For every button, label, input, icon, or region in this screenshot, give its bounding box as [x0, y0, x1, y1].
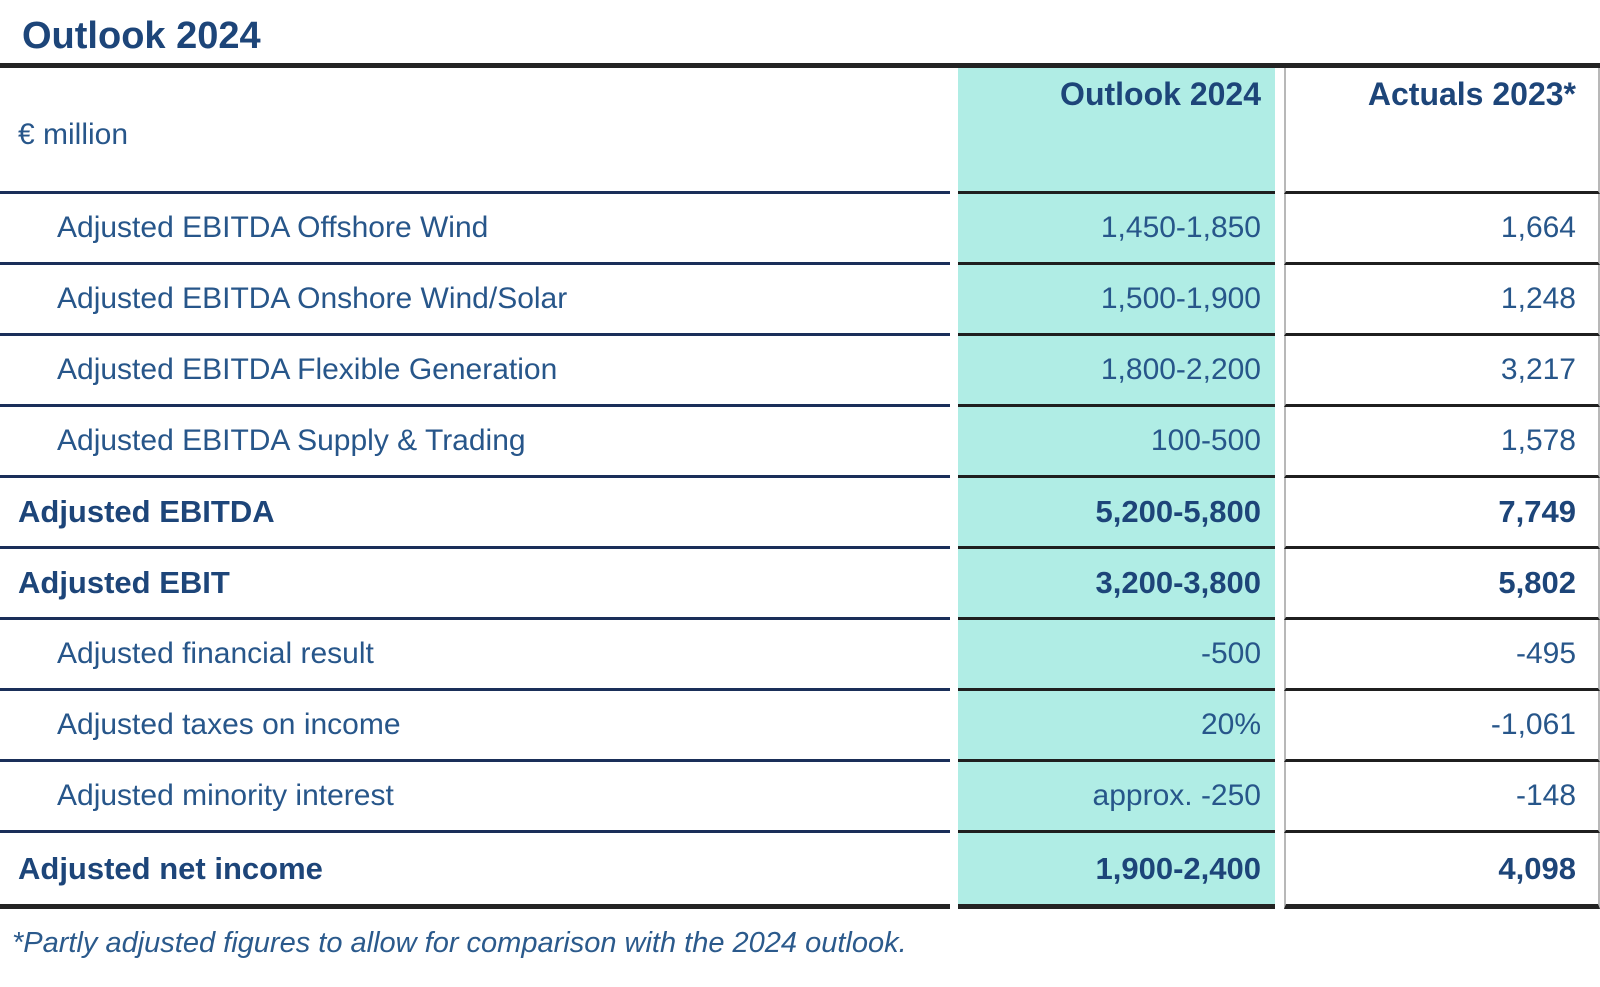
column-gap — [950, 620, 958, 691]
column-gap — [1275, 762, 1284, 833]
row-label: Adjusted EBIT — [0, 549, 950, 621]
column-gap — [1275, 620, 1284, 691]
outlook-value: 1,800-2,200 — [958, 336, 1275, 408]
column-gap — [1275, 549, 1284, 620]
table-row-adjusted-ebitda-supply-trading: Adjusted EBITDA Supply & Trading 100-500… — [0, 407, 1600, 479]
outlook-value: 1,450-1,850 — [958, 194, 1275, 266]
column-gap — [1275, 265, 1284, 336]
actuals-value: 3,217 — [1284, 336, 1600, 408]
column-gap — [950, 762, 958, 833]
table-row-adjusted-net-income: Adjusted net income 1,900-2,400 4,098 — [0, 833, 1600, 910]
row-label: Adjusted taxes on income — [0, 691, 950, 763]
outlook-value: 100-500 — [958, 407, 1275, 479]
column-gap — [950, 194, 958, 265]
outlook-value: approx. -250 — [958, 762, 1275, 834]
column-gap — [1275, 68, 1284, 194]
column-header-actuals-2023: Actuals 2023* — [1284, 68, 1600, 195]
column-gap — [950, 691, 958, 762]
table-row-adjusted-ebitda-onshore-wind-solar: Adjusted EBITDA Onshore Wind/Solar 1,500… — [0, 265, 1600, 337]
table-header-row: € million Outlook 2024 Actuals 2023* — [0, 68, 1600, 195]
actuals-value: 1,664 — [1284, 194, 1600, 266]
footnote: *Partly adjusted figures to allow for co… — [12, 927, 907, 960]
column-gap — [1275, 478, 1284, 549]
row-label: Adjusted EBITDA Flexible Generation — [0, 336, 950, 408]
outlook-value: -500 — [958, 620, 1275, 692]
table-row-adjusted-taxes-on-income: Adjusted taxes on income 20% -1,061 — [0, 691, 1600, 763]
actuals-value: 7,749 — [1284, 478, 1600, 550]
row-label: Adjusted net income — [0, 833, 950, 910]
column-gap — [950, 265, 958, 336]
column-gap — [1275, 407, 1284, 478]
row-label: Adjusted EBITDA Onshore Wind/Solar — [0, 265, 950, 337]
page-title: Outlook 2024 — [22, 15, 261, 57]
actuals-value: 1,578 — [1284, 407, 1600, 479]
table-row-adjusted-ebit: Adjusted EBIT 3,200-3,800 5,802 — [0, 549, 1600, 621]
column-header-outlook-2024: Outlook 2024 — [958, 68, 1275, 195]
actuals-value: 1,248 — [1284, 265, 1600, 337]
actuals-value: -148 — [1284, 762, 1600, 834]
column-gap — [1275, 194, 1284, 265]
outlook-value: 1,500-1,900 — [958, 265, 1275, 337]
row-label: Adjusted EBITDA — [0, 478, 950, 550]
column-gap — [950, 833, 958, 909]
actuals-value: -495 — [1284, 620, 1600, 692]
actuals-value: -1,061 — [1284, 691, 1600, 763]
column-gap — [1275, 336, 1284, 407]
table-row-adjusted-ebitda-flexible-generation: Adjusted EBITDA Flexible Generation 1,80… — [0, 336, 1600, 408]
column-gap — [950, 68, 958, 194]
actuals-value: 5,802 — [1284, 549, 1600, 621]
row-label: Adjusted financial result — [0, 620, 950, 692]
row-label: Adjusted EBITDA Offshore Wind — [0, 194, 950, 266]
table-row-adjusted-financial-result: Adjusted financial result -500 -495 — [0, 620, 1600, 692]
column-gap — [1275, 691, 1284, 762]
table-row-adjusted-ebitda-offshore-wind: Adjusted EBITDA Offshore Wind 1,450-1,85… — [0, 194, 1600, 266]
outlook-value: 3,200-3,800 — [958, 549, 1275, 621]
unit-label: € million — [0, 68, 950, 195]
row-label: Adjusted EBITDA Supply & Trading — [0, 407, 950, 479]
table-row-adjusted-minority-interest: Adjusted minority interest approx. -250 … — [0, 762, 1600, 834]
actuals-value: 4,098 — [1284, 833, 1600, 910]
column-gap — [950, 549, 958, 620]
outlook-value: 1,900-2,400 — [958, 833, 1275, 910]
outlook-value: 20% — [958, 691, 1275, 763]
column-gap — [1275, 833, 1284, 909]
column-gap — [950, 407, 958, 478]
row-label: Adjusted minority interest — [0, 762, 950, 834]
outlook-value: 5,200-5,800 — [958, 478, 1275, 550]
table-top-border — [0, 63, 1600, 69]
column-gap — [950, 336, 958, 407]
column-gap — [950, 478, 958, 549]
table-row-adjusted-ebitda-total: Adjusted EBITDA 5,200-5,800 7,749 — [0, 478, 1600, 550]
